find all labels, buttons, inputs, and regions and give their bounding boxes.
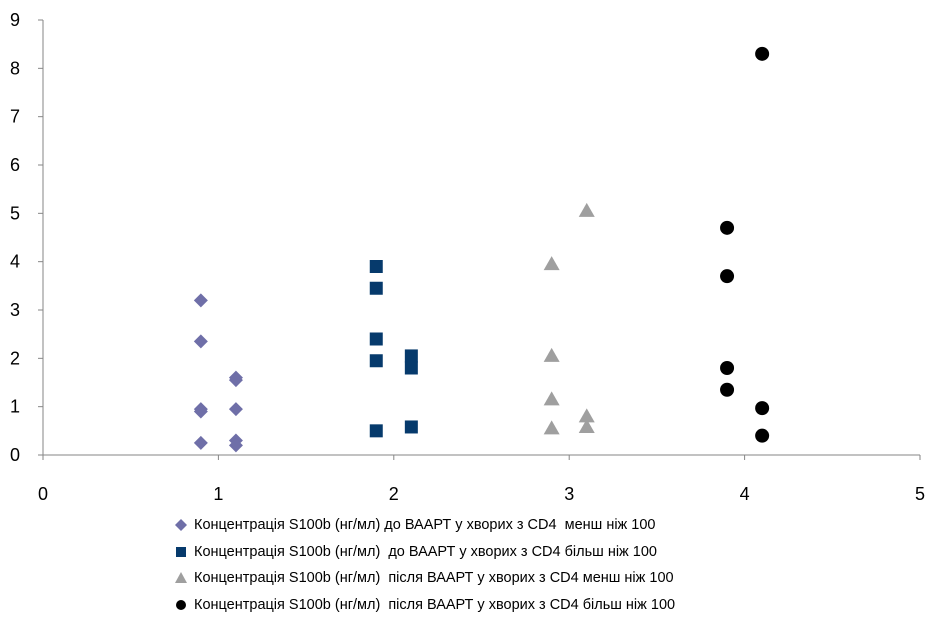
legend-item: Концентрація S100b (нг/мл) після ВААРТ у…: [174, 565, 675, 592]
data-point-triangle: [578, 202, 595, 217]
legend-item: Концентрація S100b (нг/мл) до ВААРТ у хв…: [174, 539, 675, 566]
x-tick-label: 4: [740, 484, 750, 504]
data-point-diamond: [193, 334, 208, 349]
data-point-square: [404, 349, 418, 363]
legend-marker-diamond: [174, 518, 188, 532]
series-2: [369, 260, 418, 438]
legend-item: Концентрація S100b (нг/мл) до ВААРТ у хв…: [174, 512, 675, 539]
y-tick-label: 7: [10, 107, 20, 127]
x-tick-label: 2: [389, 484, 399, 504]
y-tick-label: 8: [10, 58, 20, 78]
data-point-circle: [720, 382, 735, 397]
data-point-circle: [755, 428, 770, 443]
data-point-triangle: [578, 408, 595, 423]
data-point-triangle: [543, 256, 560, 271]
data-point-triangle: [543, 347, 560, 362]
data-point-circle: [755, 401, 770, 416]
legend-label: Концентрація S100b (нг/мл) після ВААРТ у…: [194, 596, 676, 613]
chart-marks: [193, 46, 770, 453]
data-point-diamond: [228, 373, 243, 388]
data-point-square: [369, 354, 383, 368]
data-point-square: [369, 281, 383, 295]
series-3: [543, 202, 595, 435]
legend-label: Концентрація S100b (нг/мл) до ВААРТ у хв…: [194, 517, 656, 534]
data-point-diamond: [193, 404, 208, 419]
y-tick-label: 2: [10, 348, 20, 368]
y-tick-label: 0: [10, 445, 20, 465]
data-point-diamond: [228, 402, 243, 417]
x-tick-label: 3: [564, 484, 574, 504]
axes: 0 1 2 3 4 5 6 7 8 9 0 1 2 3 4 5: [10, 10, 925, 504]
data-point-diamond: [228, 438, 243, 453]
y-tick-label: 4: [10, 252, 20, 272]
data-point-circle: [720, 269, 735, 284]
series-4: [720, 46, 770, 443]
y-tick-label: 3: [10, 300, 20, 320]
data-point-diamond: [193, 435, 208, 450]
series-1: [193, 293, 243, 453]
y-tick-label: 6: [10, 155, 20, 175]
legend-item: Концентрація S100b (нг/мл) після ВААРТ у…: [174, 592, 675, 619]
data-point-square: [369, 332, 383, 346]
data-point-circle: [720, 220, 735, 235]
legend-label: Концентрація S100b (нг/мл) до ВААРТ у хв…: [194, 543, 657, 560]
legend: Концентрація S100b (нг/мл) до ВААРТ у хв…: [174, 512, 675, 618]
data-point-triangle: [543, 391, 560, 406]
data-point-square: [369, 424, 383, 438]
y-tick-label: 1: [10, 397, 20, 417]
data-point-triangle: [543, 420, 560, 435]
legend-marker-circle: [174, 598, 188, 612]
y-tick-label: 9: [10, 10, 20, 30]
x-tick-label: 1: [213, 484, 223, 504]
data-point-triangle: [578, 418, 595, 433]
data-point-circle: [755, 46, 770, 61]
legend-marker-triangle: [174, 571, 188, 585]
data-point-diamond: [193, 293, 208, 308]
legend-label: Концентрація S100b (нг/мл) після ВААРТ у…: [194, 570, 674, 587]
x-tick-label: 0: [38, 484, 48, 504]
data-point-square: [404, 420, 418, 434]
data-point-square: [369, 260, 383, 273]
y-tick-label: 5: [10, 203, 20, 223]
legend-marker-square: [174, 545, 188, 559]
x-tick-label: 5: [915, 484, 925, 504]
data-point-circle: [720, 361, 735, 375]
data-point-square: [404, 361, 418, 375]
